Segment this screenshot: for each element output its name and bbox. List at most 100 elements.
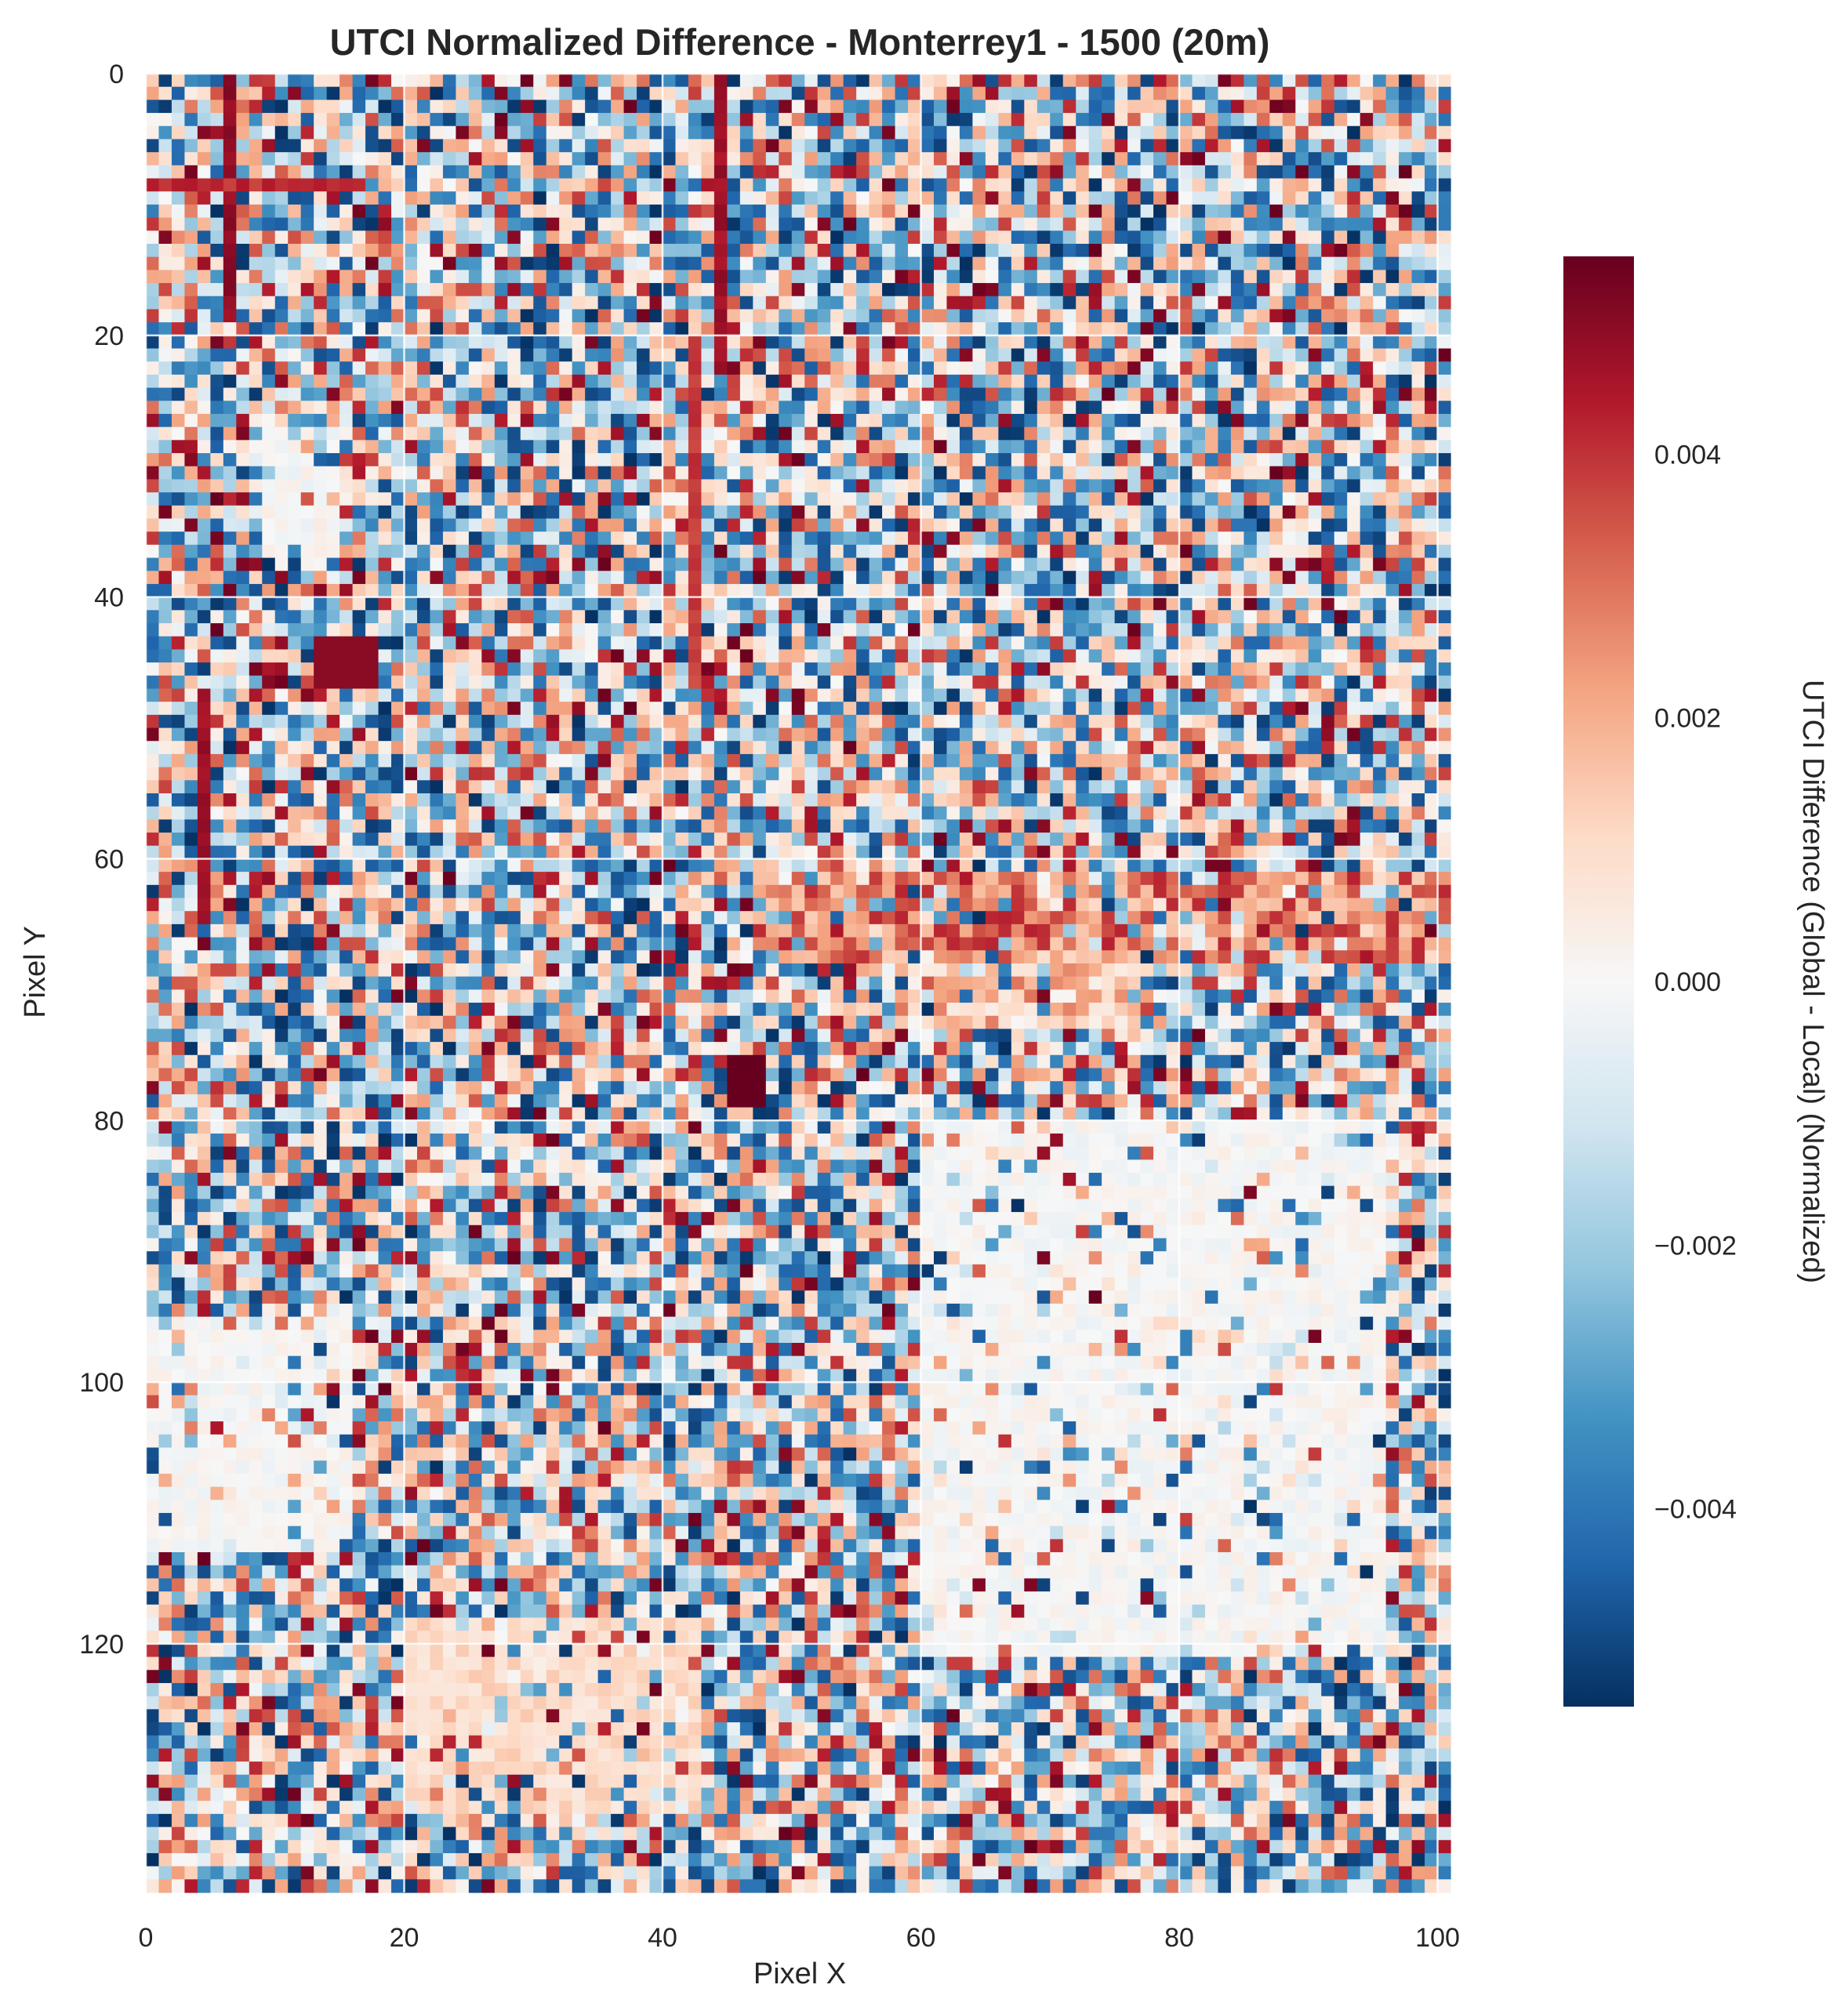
heatmap-cell bbox=[933, 113, 948, 127]
heatmap-cell bbox=[1062, 139, 1076, 153]
heatmap-cell bbox=[985, 86, 999, 100]
heatmap-cell bbox=[985, 243, 999, 258]
heatmap-cell bbox=[1166, 662, 1180, 677]
heatmap-cell bbox=[1024, 583, 1038, 598]
heatmap-cell bbox=[623, 256, 637, 270]
heatmap-cell bbox=[352, 583, 366, 598]
heatmap-cell bbox=[1166, 74, 1180, 88]
heatmap-cell bbox=[843, 610, 857, 624]
heatmap-cell bbox=[442, 479, 457, 493]
heatmap-cell bbox=[908, 74, 922, 88]
heatmap-cell bbox=[611, 283, 625, 297]
heatmap-cell bbox=[1037, 100, 1051, 114]
heatmap-cell bbox=[1127, 113, 1142, 127]
heatmap-cell bbox=[1437, 178, 1451, 192]
heatmap-cell bbox=[998, 649, 1012, 663]
heatmap-cell bbox=[572, 165, 586, 180]
heatmap-cell bbox=[1295, 230, 1309, 245]
heatmap-cell bbox=[481, 100, 496, 114]
heatmap-cell bbox=[1385, 113, 1400, 127]
heatmap-cell bbox=[339, 492, 354, 506]
heatmap-cell bbox=[494, 86, 508, 100]
heatmap-cell bbox=[597, 204, 612, 219]
heatmap-cell bbox=[1127, 348, 1142, 362]
heatmap-cell bbox=[1088, 610, 1102, 624]
heatmap-cell bbox=[223, 100, 237, 114]
heatmap-cell bbox=[314, 466, 328, 481]
heatmap-cell bbox=[611, 571, 625, 585]
heatmap-cell bbox=[1411, 322, 1425, 336]
heatmap-cell bbox=[1062, 401, 1076, 415]
heatmap-cell bbox=[830, 610, 844, 624]
heatmap-cell bbox=[1230, 322, 1244, 336]
heatmap-cell bbox=[249, 401, 263, 415]
heatmap-cell bbox=[378, 113, 392, 127]
heatmap-cell bbox=[1037, 191, 1051, 205]
heatmap-cell bbox=[288, 152, 302, 166]
heatmap-cell bbox=[1437, 74, 1451, 88]
heatmap-cell bbox=[1295, 74, 1309, 88]
heatmap-cell bbox=[1140, 165, 1154, 180]
heatmap-cell bbox=[1192, 125, 1206, 140]
heatmap-cell bbox=[1295, 86, 1309, 100]
heatmap-cell bbox=[1140, 544, 1154, 559]
heatmap-cell bbox=[585, 479, 599, 493]
heatmap-cell bbox=[830, 113, 844, 127]
heatmap-cell bbox=[933, 270, 948, 284]
heatmap-cell bbox=[274, 413, 289, 428]
heatmap-cell bbox=[1243, 191, 1258, 205]
heatmap-cell bbox=[481, 374, 496, 389]
heatmap-cell bbox=[1385, 649, 1400, 663]
heatmap-cell bbox=[998, 636, 1012, 650]
heatmap-cell bbox=[1425, 165, 1439, 180]
heatmap-cell bbox=[688, 505, 703, 520]
heatmap-cell bbox=[920, 532, 935, 546]
heatmap-cell bbox=[933, 139, 948, 153]
heatmap-cell bbox=[352, 518, 366, 532]
heatmap-cell bbox=[1269, 374, 1283, 389]
heatmap-cell bbox=[1102, 374, 1116, 389]
heatmap-cell bbox=[339, 256, 354, 270]
heatmap-cell bbox=[959, 583, 974, 598]
heatmap-cell bbox=[946, 610, 960, 624]
heatmap-cell bbox=[416, 557, 431, 571]
heatmap-cell bbox=[249, 675, 263, 690]
heatmap-cell bbox=[1347, 401, 1361, 415]
heatmap-cell bbox=[895, 348, 909, 362]
heatmap-cell bbox=[1425, 597, 1439, 611]
heatmap-cell bbox=[856, 139, 870, 153]
heatmap-cell bbox=[1308, 401, 1322, 415]
heatmap-cell bbox=[649, 230, 663, 245]
heatmap-cell bbox=[933, 610, 948, 624]
heatmap-cell bbox=[713, 401, 728, 415]
heatmap-cell bbox=[339, 374, 354, 389]
heatmap-cell bbox=[1308, 532, 1322, 546]
heatmap-cell bbox=[378, 649, 392, 663]
heatmap-cell bbox=[1192, 544, 1206, 559]
heatmap-cell bbox=[326, 492, 340, 506]
heatmap-cell bbox=[391, 426, 405, 441]
heatmap-cell bbox=[753, 675, 767, 690]
heatmap-cell bbox=[843, 374, 857, 389]
heatmap-cell bbox=[597, 453, 612, 467]
heatmap-cell bbox=[1243, 374, 1258, 389]
heatmap-cell bbox=[753, 243, 767, 258]
heatmap-cell bbox=[959, 636, 974, 650]
heatmap-cell bbox=[430, 583, 444, 598]
heatmap-cell bbox=[1076, 152, 1090, 166]
heatmap-cell bbox=[300, 100, 314, 114]
heatmap-cell bbox=[701, 532, 715, 546]
heatmap-cell bbox=[314, 636, 328, 650]
heatmap-cell bbox=[352, 348, 366, 362]
heatmap-cell bbox=[649, 675, 663, 690]
heatmap-cell bbox=[1425, 309, 1439, 323]
heatmap-cell bbox=[675, 283, 689, 297]
heatmap-cell bbox=[442, 557, 457, 571]
heatmap-cell bbox=[663, 623, 677, 637]
heatmap-cell bbox=[1256, 440, 1270, 454]
heatmap-cell bbox=[675, 597, 689, 611]
heatmap-cell bbox=[507, 113, 521, 127]
heatmap-cell bbox=[1179, 649, 1193, 663]
heatmap-cell bbox=[637, 583, 651, 598]
heatmap-cell bbox=[1127, 86, 1142, 100]
